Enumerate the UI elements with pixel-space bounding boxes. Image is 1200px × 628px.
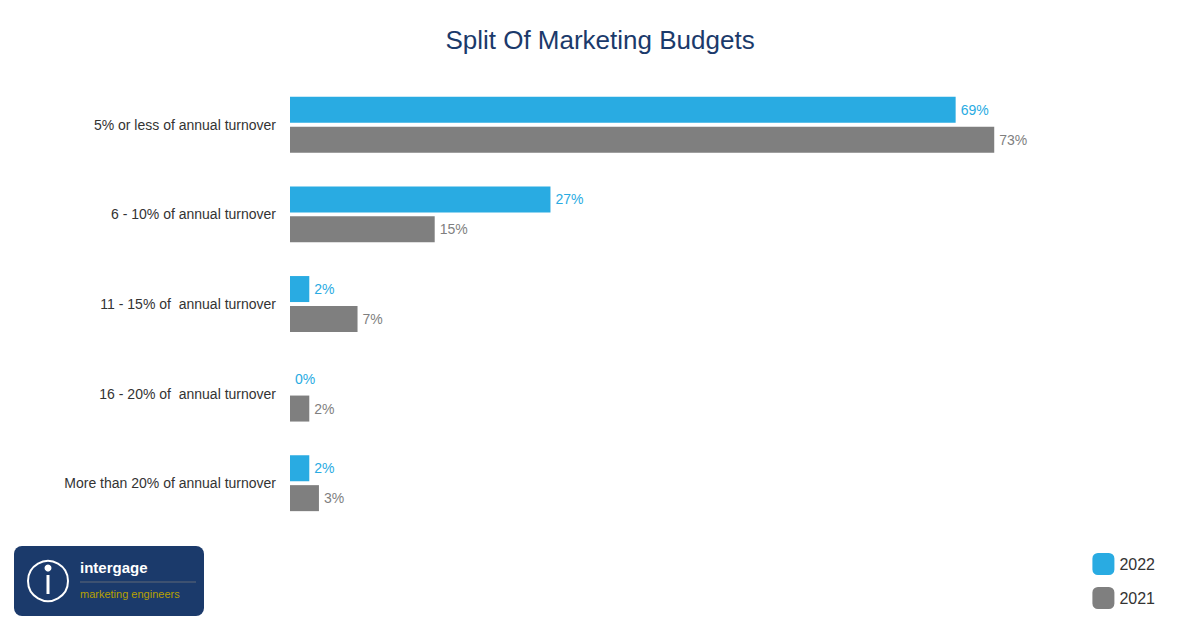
svg-text:73%: 73% — [999, 132, 1027, 148]
svg-text:69%: 69% — [961, 102, 989, 118]
svg-text:2%: 2% — [314, 460, 334, 476]
svg-text:2%: 2% — [314, 281, 334, 297]
svg-text:15%: 15% — [440, 221, 468, 237]
svg-text:7%: 7% — [363, 311, 383, 327]
svg-text:Split Of Marketing Budgets: Split Of Marketing Budgets — [445, 25, 754, 55]
svg-text:3%: 3% — [324, 490, 344, 506]
svg-text:16 - 20% of annual turnover: 16 - 20% of annual turnover — [99, 386, 276, 402]
svg-text:2%: 2% — [314, 401, 334, 417]
svg-text:27%: 27% — [555, 191, 583, 207]
svg-text:More than 20% of annual turnov: More than 20% of annual turnover — [64, 475, 276, 491]
svg-text:intergage: intergage — [80, 559, 148, 576]
svg-text:0%: 0% — [295, 371, 315, 387]
svg-text:5% or less of annual turnover: 5% or less of annual turnover — [94, 117, 276, 133]
svg-text:6 - 10% of annual turnover: 6 - 10% of annual turnover — [111, 206, 276, 222]
svg-text:11 - 15% of annual turnover: 11 - 15% of annual turnover — [100, 296, 276, 312]
svg-text:2022: 2022 — [1119, 556, 1155, 573]
svg-text:2021: 2021 — [1119, 590, 1155, 607]
svg-text:marketing engineers: marketing engineers — [80, 588, 180, 600]
